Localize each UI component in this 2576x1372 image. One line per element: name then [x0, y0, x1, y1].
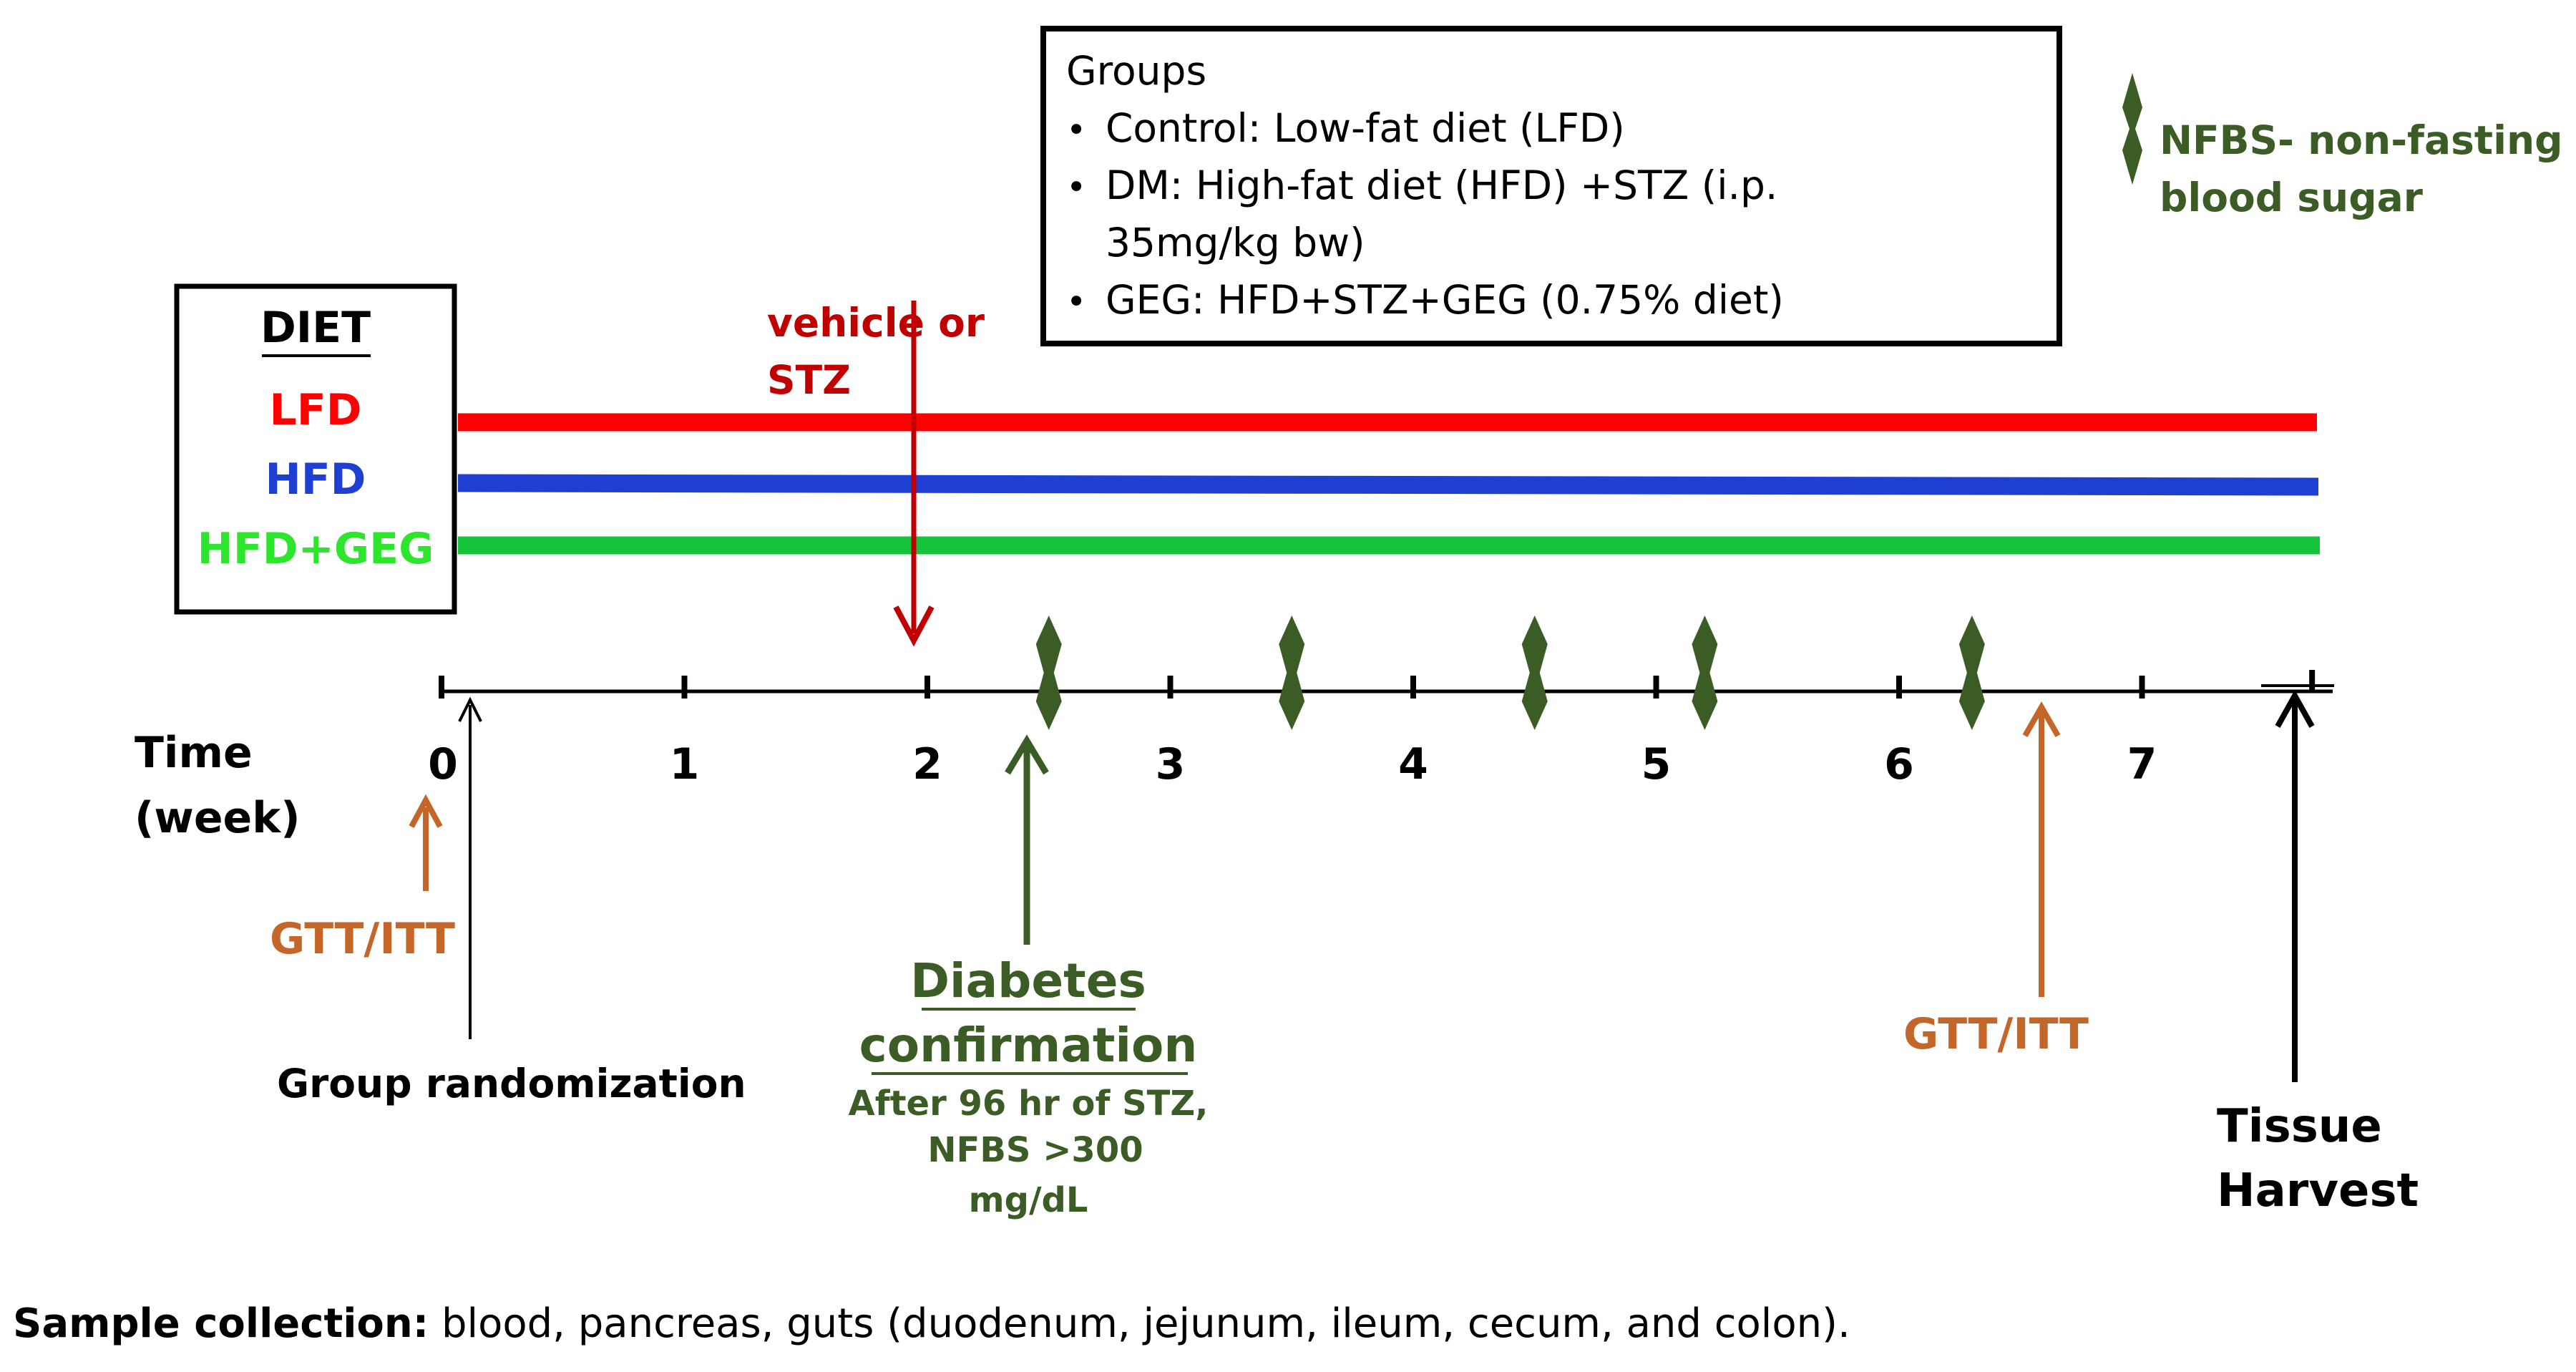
group-geg: GEG: HFD+STZ+GEG (0.75% diet) [1106, 277, 1784, 323]
diet-title: DIET [260, 303, 371, 353]
timeline-week-labels: 0 1 2 3 4 5 6 7 [428, 739, 2157, 789]
gtt-start-label: GTT/ITT [270, 914, 455, 964]
gtt-start-arrow-head [409, 794, 443, 828]
harvest-arrow-head [2275, 689, 2315, 728]
diabetes-title-line1: Diabetes [910, 953, 1146, 1008]
diabetes-note-line1: After 96 hr of STZ, [849, 1084, 1209, 1124]
stz-label-line2: STZ [767, 357, 851, 403]
nfbs-marker-icon [1279, 616, 1305, 730]
diabetes-note-line2: NFBS >300 [927, 1130, 1143, 1170]
diet-box: DIET LFD HFD HFD+GEG [174, 283, 457, 615]
groups-box-frame [1040, 26, 2062, 346]
diabetes-arrow-head [1005, 734, 1049, 775]
gtt-start-annotation: GTT/ITT [270, 794, 455, 964]
diabetes-confirmation-annotation: Diabetes confirmation After 96 hr of STZ… [849, 734, 1209, 1220]
groups-box: Groups • Control: Low-fat diet (LFD) • D… [1040, 26, 2062, 346]
nfbs-marker-icon [1692, 616, 1718, 730]
tissue-harvest-annotation: Tissue Harvest [2217, 689, 2419, 1217]
hfd-diet-bar [457, 474, 2319, 496]
diet-item-hfd-geg: HFD+GEG [197, 524, 434, 574]
group-dm-line2: 35mg/kg bw) [1106, 220, 1365, 266]
bullet-icon: • [1066, 282, 1086, 322]
nfbs-markers [1035, 616, 1985, 730]
week-label: 3 [1156, 739, 1186, 789]
diet-item-lfd: LFD [269, 385, 361, 435]
gtt-end-label: GTT/ITT [1903, 1009, 2089, 1059]
timeline: 0 1 2 3 4 5 6 7 Time (week) [135, 616, 2334, 843]
bullet-icon: • [1066, 110, 1086, 150]
randomization-label: Group randomization [277, 1061, 746, 1106]
harvest-label-line1: Tissue [2217, 1100, 2382, 1153]
group-control: Control: Low-fat diet (LFD) [1106, 105, 1625, 151]
sample-collection-note: Sample collection: blood, pancreas, guts… [13, 1300, 1850, 1347]
diabetes-note-line3: mg/dL [969, 1180, 1088, 1220]
week-label: 0 [428, 739, 458, 789]
gtt-end-annotation: GTT/ITT [1903, 701, 2089, 1059]
diet-item-hfd: HFD [265, 454, 366, 505]
week-label: 5 [1641, 739, 1672, 789]
sample-collection-list: blood, pancreas, guts (duodenum, jejunum… [429, 1300, 1850, 1347]
timeline-ticks [439, 670, 2316, 699]
nfbs-legend: NFBS- non-fasting blood sugar [2122, 73, 2562, 220]
week-label: 4 [1398, 739, 1428, 789]
sample-collection-heading: Sample collection: [13, 1300, 429, 1347]
time-axis-label-line2: (week) [135, 793, 301, 843]
week-label: 6 [1884, 739, 1914, 789]
harvest-label-line2: Harvest [2217, 1164, 2419, 1217]
nfbs-marker-icon [1958, 616, 1985, 730]
nfbs-legend-line1: NFBS- non-fasting [2160, 117, 2562, 163]
bullet-icon: • [1066, 167, 1086, 208]
randomization-annotation: Group randomization [277, 696, 746, 1106]
nfbs-legend-line2: blood sugar [2160, 175, 2423, 220]
week-label: 7 [2127, 739, 2157, 789]
diabetes-title-line2: confirmation [859, 1018, 1198, 1073]
randomization-arrow-head [458, 696, 482, 722]
nfbs-marker-icon [2122, 73, 2142, 185]
nfbs-marker-icon [1035, 616, 1062, 730]
stz-label-line1: vehicle or [767, 300, 985, 346]
group-dm-line1: DM: High-fat diet (HFD) +STZ (i.p. [1106, 162, 1777, 208]
week-label: 2 [912, 739, 942, 789]
gtt-end-arrow-head [2022, 701, 2061, 737]
week-label: 1 [670, 739, 700, 789]
diet-box-frame [174, 283, 457, 615]
stz-arrow-head [893, 605, 935, 647]
groups-title: Groups [1066, 48, 1206, 94]
time-axis-label-line1: Time [135, 728, 253, 778]
nfbs-marker-icon [1521, 616, 1548, 730]
stz-annotation: vehicle or STZ [767, 300, 985, 647]
